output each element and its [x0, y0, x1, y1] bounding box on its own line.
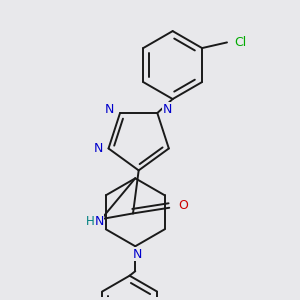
- Text: N: N: [94, 215, 104, 228]
- Text: N: N: [133, 248, 142, 261]
- Text: Cl: Cl: [235, 36, 247, 49]
- Text: N: N: [163, 103, 172, 116]
- Text: H: H: [85, 215, 94, 228]
- Text: N: N: [105, 103, 115, 116]
- Text: N: N: [94, 142, 103, 155]
- Text: O: O: [178, 199, 188, 212]
